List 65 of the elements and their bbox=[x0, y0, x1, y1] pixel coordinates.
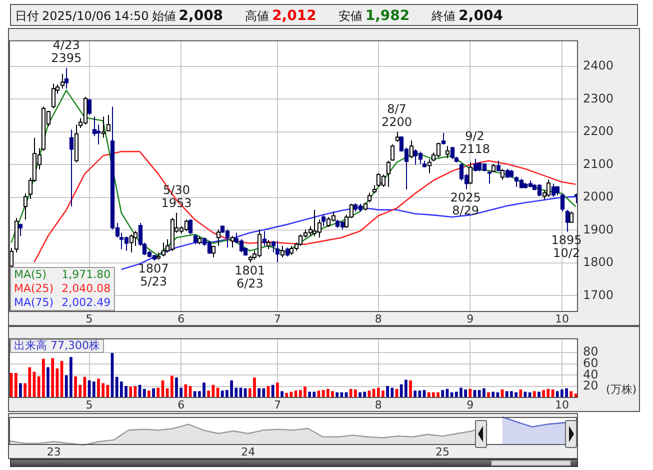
bar bbox=[414, 390, 417, 398]
bar bbox=[570, 391, 573, 398]
bar bbox=[129, 386, 132, 398]
text: MA(75) 2,002.49 bbox=[14, 296, 111, 310]
bar bbox=[441, 390, 444, 398]
bar bbox=[468, 388, 472, 398]
bar bbox=[409, 380, 412, 398]
bar bbox=[46, 367, 50, 398]
chart-title: 日付 2025/10/06 14:50 始値 2,008 高値 2,012 安値 1,982 終値 2,004 bbox=[15, 8, 503, 24]
bar bbox=[156, 388, 160, 398]
y-tick-label: 2100 bbox=[583, 156, 614, 171]
annotation: 2025 8/29 bbox=[450, 190, 481, 218]
annotation: 8/7 2200 bbox=[381, 102, 412, 130]
x-tick-label: 5 bbox=[86, 312, 93, 326]
x-tick-label: 24 bbox=[241, 445, 256, 458]
y-tick-label: 2300 bbox=[583, 91, 614, 106]
x-tick-label: 25 bbox=[435, 445, 450, 458]
y-tick-label: 1800 bbox=[583, 255, 614, 270]
y-tick-label: 1900 bbox=[583, 222, 614, 236]
bar bbox=[492, 392, 495, 398]
bar bbox=[542, 390, 546, 398]
x-tick-label: 8 bbox=[374, 398, 382, 412]
x-tick-label: 7 bbox=[274, 398, 281, 412]
x-tick-label: 10 bbox=[554, 398, 569, 412]
bar bbox=[42, 358, 45, 398]
bar bbox=[51, 358, 54, 398]
bar bbox=[19, 383, 22, 398]
y-tick-label: 20 bbox=[583, 378, 598, 393]
bar bbox=[271, 384, 274, 398]
bar bbox=[152, 388, 155, 398]
bar bbox=[276, 382, 279, 398]
text: MA(25) 2,040.08 bbox=[14, 282, 111, 296]
chart-title: 出来高 77,300株 bbox=[10, 339, 104, 354]
y-tick-label: 2400 bbox=[583, 58, 614, 73]
bar bbox=[142, 388, 146, 398]
x-tick-label: 9 bbox=[466, 398, 474, 412]
bar bbox=[207, 390, 210, 398]
y-tick-label: 2200 bbox=[583, 124, 614, 138]
annotation: 9/2 2118 bbox=[459, 128, 490, 156]
bar bbox=[519, 389, 522, 398]
y-tick-label: 2000 bbox=[583, 190, 614, 204]
annotation: 4/23 2395 bbox=[51, 38, 82, 66]
x-tick-label: 23 bbox=[46, 445, 61, 458]
y-axis-title: (万株) bbox=[606, 382, 637, 397]
bar bbox=[184, 384, 188, 398]
x-tick-label: 8 bbox=[374, 312, 382, 326]
x-tick-label: 9 bbox=[466, 312, 474, 326]
x-tick-label: 5 bbox=[86, 398, 93, 412]
bar bbox=[14, 372, 18, 398]
bar bbox=[538, 392, 540, 398]
annotation: 1807 5/23 bbox=[138, 262, 169, 289]
bar bbox=[258, 388, 261, 398]
bar bbox=[170, 376, 174, 398]
bar bbox=[92, 381, 96, 398]
x-tick-label: 6 bbox=[178, 312, 185, 326]
y-tick-label: 40 bbox=[583, 367, 598, 382]
text: MA(5) 1,971.80 bbox=[14, 268, 111, 281]
x-tick-label: 10 bbox=[554, 312, 569, 326]
annotation: 1801 6/23 bbox=[234, 264, 266, 291]
bar bbox=[280, 391, 284, 398]
bar bbox=[532, 391, 536, 398]
y-tick-label: 1700 bbox=[583, 288, 614, 302]
x-tick-label: 6 bbox=[178, 398, 185, 412]
bar bbox=[148, 390, 150, 398]
x-tick-label: 7 bbox=[274, 312, 281, 326]
